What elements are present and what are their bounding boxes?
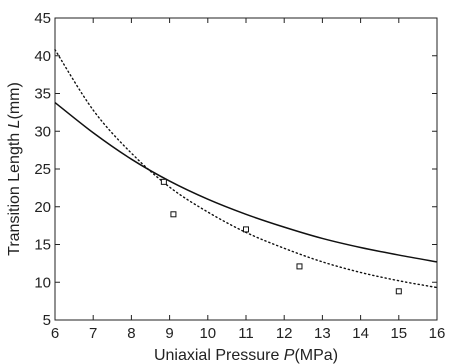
x-tick-label: 12 — [276, 325, 293, 342]
y-axis-ticks: 5 10 15 20 25 30 35 40 45 — [34, 10, 437, 329]
x-tick-label: 6 — [51, 325, 59, 342]
x-tick-label: 13 — [314, 325, 331, 342]
x-axis-title: Uniaxial Pressure P(MPa) — [154, 347, 338, 364]
series-layer — [54, 49, 438, 295]
x-tick-label: 10 — [199, 325, 216, 342]
x-tick-label: 9 — [165, 325, 173, 342]
y-axis-title-text: Transition Length — [6, 128, 23, 255]
x-tick-label: 15 — [390, 325, 407, 342]
data-point-marker — [170, 211, 177, 218]
y-tick-label: 15 — [34, 237, 51, 254]
y-tick-label: 5 — [43, 312, 51, 329]
y-axis-title-unit: (mm) — [6, 82, 23, 119]
x-tick-label: 11 — [238, 325, 254, 342]
x-axis-title-text: Uniaxial Pressure — [154, 347, 284, 364]
dotted-fit-curve — [54, 49, 438, 289]
x-axis-title-unit: (MPa) — [294, 347, 338, 364]
y-tick-label: 35 — [34, 86, 51, 103]
x-tick-label: 7 — [89, 325, 97, 342]
solid-fit-curve — [54, 101, 438, 263]
data-point-marker — [395, 288, 402, 295]
y-tick-label: 30 — [34, 123, 51, 140]
data-point-marker — [296, 263, 303, 270]
plot-area-frame — [54, 17, 438, 321]
x-tick-label: 16 — [429, 325, 446, 342]
y-tick-label: 25 — [34, 161, 51, 178]
y-axis-title-variable: L — [6, 119, 23, 128]
y-tick-label: 40 — [34, 48, 51, 65]
y-tick-label: 10 — [34, 274, 51, 291]
x-axis-ticks: 6 7 8 9 10 11 12 13 14 15 16 — [51, 18, 446, 342]
y-tick-label: 45 — [34, 10, 51, 27]
x-axis-title-variable: P — [284, 347, 295, 364]
x-tick-label: 14 — [352, 325, 369, 342]
data-point-marker — [160, 178, 167, 185]
x-tick-label: 8 — [127, 325, 135, 342]
y-tick-label: 20 — [34, 199, 51, 216]
data-point-marker — [243, 226, 249, 233]
y-axis-title: Transition Length L(mm) — [6, 82, 23, 256]
